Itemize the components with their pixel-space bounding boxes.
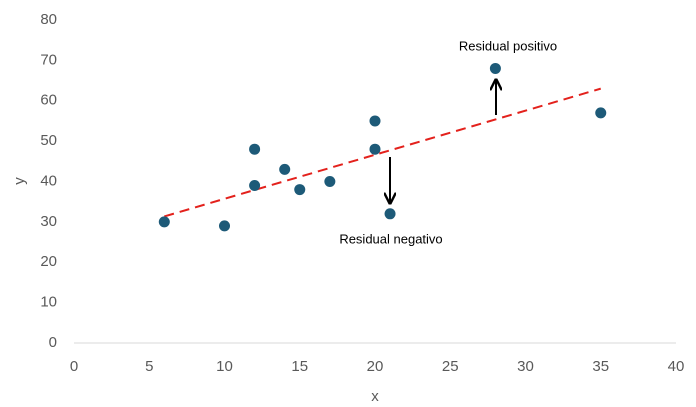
x-tick-label: 25: [442, 358, 459, 375]
x-tick-label: 35: [592, 358, 609, 375]
y-tick-label: 50: [40, 132, 57, 149]
y-tick-label: 70: [40, 51, 57, 68]
y-tick-label: 10: [40, 294, 57, 311]
x-tick-label: 30: [517, 358, 534, 375]
point: [369, 115, 381, 127]
y-tick-label: 20: [40, 253, 57, 270]
x-tick-label: 0: [70, 358, 78, 375]
x-tick-label: 10: [216, 358, 233, 375]
y-tick-label: 60: [40, 92, 57, 109]
point: [219, 220, 230, 232]
point: [249, 180, 261, 192]
point: [369, 143, 381, 155]
y-tick-label: 0: [49, 334, 57, 351]
x-tick-label: 5: [145, 358, 153, 375]
point: [158, 216, 170, 228]
y-tick-label: 30: [40, 213, 57, 230]
point: [294, 184, 306, 196]
point: [279, 163, 291, 175]
point: [595, 107, 607, 119]
y-tick-label: 40: [40, 172, 57, 189]
x-tick-label: 40: [668, 358, 685, 375]
y-tick-label: 80: [40, 11, 57, 28]
x-axis-label: x: [371, 388, 379, 405]
point: [384, 208, 396, 220]
y-axis-label: y: [11, 177, 28, 185]
x-tick-label: 20: [367, 358, 384, 375]
x-tick-label: 15: [291, 358, 308, 375]
annotation: Residual positivo: [459, 38, 557, 53]
trendline: [164, 87, 602, 218]
point: [249, 143, 261, 155]
annotation: Residual negativo: [339, 231, 442, 246]
point: [489, 62, 501, 74]
point: [324, 176, 336, 187]
